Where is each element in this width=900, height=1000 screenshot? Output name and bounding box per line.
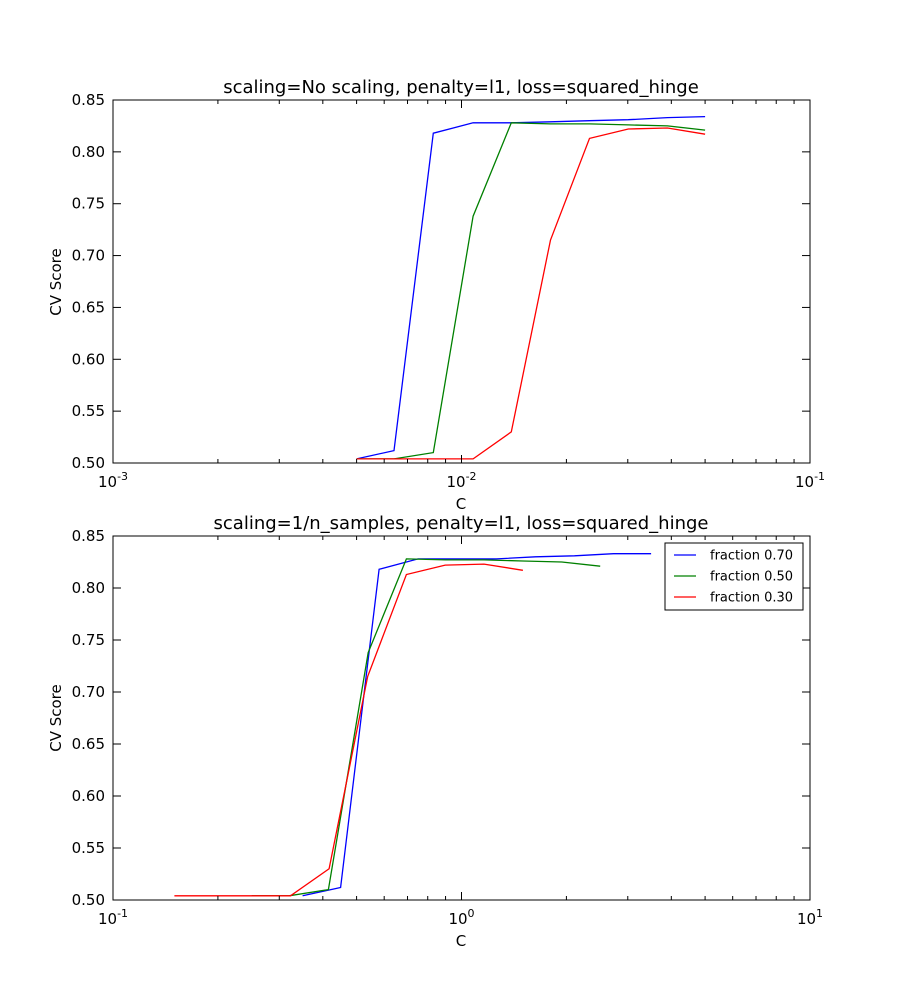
top-y-tick-label: 0.55 — [72, 402, 105, 420]
bottom-y-tick-label: 0.60 — [72, 787, 105, 805]
top-series-lines — [356, 115, 706, 460]
top-subplot: scaling=No scaling, penalty=l1, loss=squ… — [47, 77, 825, 513]
bottom-y-tick-label: 0.80 — [72, 579, 105, 597]
top-axis-ticks: 10-3 10-2 10-1 0.50 0.55 0.60 0.65 0.70 0.75 0.80… — [72, 91, 825, 491]
top-y-tick-label: 0.50 — [72, 454, 105, 472]
bottom-subplot: scaling=1/n_samples, penalty=l1, loss=sq… — [47, 513, 823, 950]
top-y-axis-label: CV Score — [47, 248, 65, 316]
legend-label-1: fraction 0.50 — [710, 570, 793, 585]
top-x-tick-label: 10-1 — [795, 470, 825, 491]
legend: fraction 0.70 fraction 0.50 fraction 0.30 — [664, 542, 804, 611]
bottom-y-axis-label: CV Score — [47, 684, 65, 752]
bottom-x-tick-label: 100 — [448, 907, 474, 928]
bottom-y-tick-label: 0.65 — [72, 735, 105, 753]
bottom-chart-title: scaling=1/n_samples, penalty=l1, loss=sq… — [214, 513, 709, 534]
top-y-tick-label: 0.65 — [72, 298, 105, 316]
bottom-series-line-1 — [251, 558, 601, 897]
top-x-axis-label: C — [456, 495, 466, 513]
bottom-series-line-2 — [174, 563, 524, 897]
top-y-tick-label: 0.70 — [72, 247, 105, 265]
bottom-x-tick-label: 10-1 — [98, 907, 128, 928]
top-y-tick-label: 0.80 — [72, 143, 105, 161]
bottom-y-tick-label: 0.50 — [72, 891, 105, 909]
top-chart-title: scaling=No scaling, penalty=l1, loss=squ… — [223, 77, 699, 98]
top-y-tick-label: 0.75 — [72, 195, 105, 213]
top-y-tick-label: 0.85 — [72, 91, 105, 109]
top-x-tick-label: 10-3 — [98, 470, 128, 491]
top-series-line-2 — [356, 127, 706, 460]
top-series-line-0 — [356, 115, 706, 460]
bottom-y-tick-label: 0.85 — [72, 527, 105, 545]
top-series-line-1 — [356, 122, 706, 460]
bottom-x-tick-label: 101 — [797, 907, 823, 928]
bottom-y-tick-label: 0.75 — [72, 631, 105, 649]
legend-label-0: fraction 0.70 — [710, 549, 793, 564]
top-x-tick-label: 10-2 — [446, 470, 476, 491]
bottom-y-tick-label: 0.55 — [72, 839, 105, 857]
bottom-series-lines — [174, 553, 652, 897]
bottom-x-axis-label: C — [456, 932, 466, 950]
legend-label-2: fraction 0.30 — [710, 591, 793, 606]
bottom-series-line-0 — [302, 553, 652, 897]
top-y-tick-label: 0.60 — [72, 350, 105, 368]
bottom-y-tick-label: 0.70 — [72, 683, 105, 701]
bottom-axis-ticks: 10-1 100 101 0.50 0.55 0.60 0.65 0.70 0.75 0.80 0.… — [72, 527, 823, 928]
